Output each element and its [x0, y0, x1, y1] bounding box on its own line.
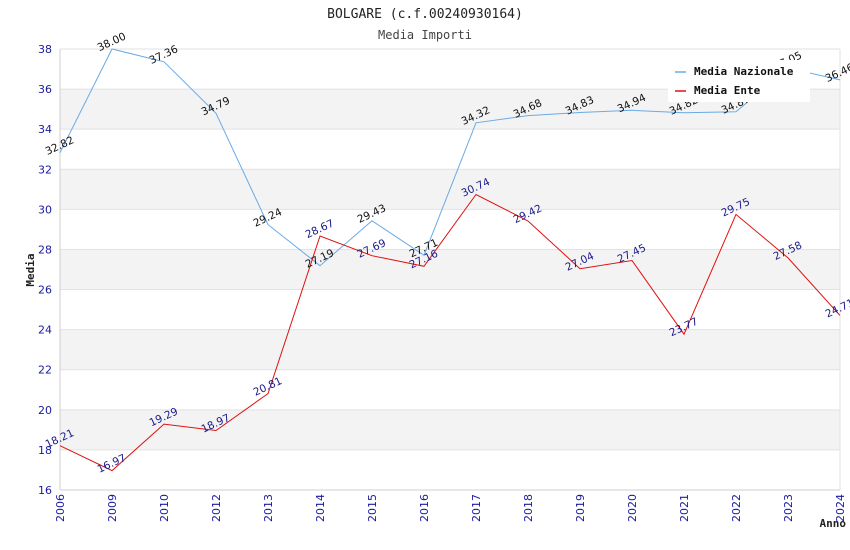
- data-label-media-nazionale: 37.36: [148, 43, 181, 67]
- x-tick-label: 2018: [522, 494, 535, 522]
- x-tick-label: 2010: [158, 494, 171, 522]
- y-tick-label: 24: [38, 324, 52, 337]
- x-tick-label: 2006: [54, 494, 67, 522]
- data-label-media-ente: 16.97: [96, 452, 128, 476]
- chart-title: BOLGARE (c.f.00240930164): [327, 7, 523, 22]
- series-line-media-nazionale: [59, 48, 841, 267]
- x-tick-label: 2014: [314, 494, 327, 522]
- x-tick-label: 2012: [210, 494, 223, 522]
- y-tick-label: 26: [38, 284, 52, 297]
- x-tick-label: 2013: [262, 494, 275, 522]
- y-tick-label: 36: [38, 83, 52, 96]
- x-tick-label: 2009: [106, 494, 119, 522]
- y-tick-labels: 16 18 20 22 24 26 28 30 32 34 36 38: [38, 43, 52, 497]
- gridlines: [60, 48, 841, 491]
- y-tick-label: 38: [38, 43, 52, 56]
- y-tick-label: 20: [38, 404, 52, 417]
- x-tick-label: 2015: [366, 494, 379, 522]
- x-tick-labels: 2006 2009 2010 2012 2013 2014 2015 2016 2017 2018…: [54, 494, 847, 522]
- data-label-media-ente: 20.81: [252, 375, 284, 399]
- x-tick-label: 2016: [418, 494, 431, 522]
- x-tick-label: 2024: [834, 494, 847, 522]
- data-label-media-nazionale: 36.46: [824, 61, 850, 85]
- y-tick-label: 30: [38, 203, 52, 216]
- series-line-media-ente: [59, 193, 841, 472]
- data-label-media-ente: 24.71: [824, 297, 850, 321]
- y-tick-label: 34: [38, 123, 52, 136]
- x-tick-label: 2021: [678, 494, 691, 522]
- grid-band: [60, 409, 840, 450]
- x-tick-label: 2017: [470, 494, 483, 522]
- series-lines: [59, 48, 841, 472]
- x-tick-label: 2023: [782, 494, 795, 522]
- chart-subtitle: Media Importi: [378, 28, 472, 42]
- x-tick-label: 2019: [574, 494, 587, 522]
- y-axis-label: Media: [24, 253, 37, 286]
- x-tick-label: 2022: [730, 494, 743, 522]
- x-axis-label: Anno: [820, 517, 847, 530]
- legend: Media Nazionale Media Ente: [668, 60, 810, 102]
- legend-label-media-ente: Media Ente: [694, 84, 761, 97]
- x-tick-label: 2020: [626, 494, 639, 522]
- legend-label-media-nazionale: Media Nazionale: [694, 65, 794, 78]
- y-tick-label: 18: [38, 444, 52, 457]
- background-bands: [60, 89, 840, 450]
- legend-box: [668, 60, 810, 102]
- y-tick-label: 28: [38, 243, 52, 256]
- grid-band: [60, 329, 840, 370]
- grid-band: [60, 249, 840, 290]
- y-tick-label: 22: [38, 364, 52, 377]
- y-tick-label: 16: [38, 484, 52, 497]
- y-tick-label: 32: [38, 163, 52, 176]
